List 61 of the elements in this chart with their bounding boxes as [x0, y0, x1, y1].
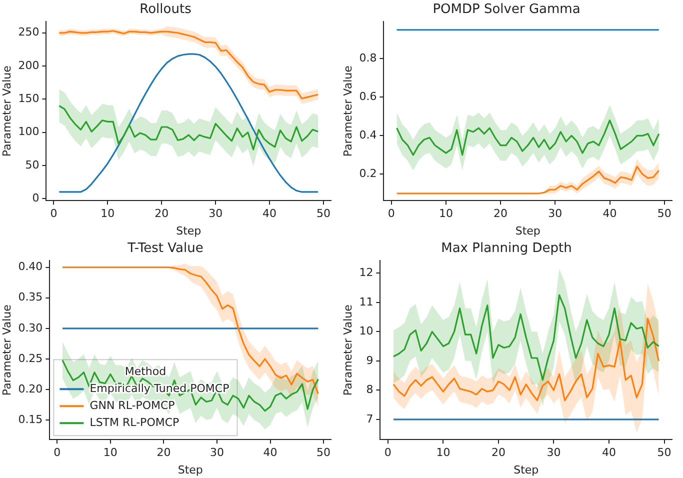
y-tick-label: 0.15: [18, 412, 43, 426]
x-tick-label: 30: [548, 207, 562, 220]
y-tick-label: 9: [366, 354, 374, 367]
x-tick-label: 0: [388, 207, 395, 220]
chart-title: POMDP Solver Gamma: [432, 2, 580, 18]
x-tick-label: 50: [657, 207, 672, 220]
y-tick-label: 150: [18, 92, 40, 106]
y-tick-label: 0.2: [359, 167, 377, 180]
y-tick-label: 10: [359, 324, 374, 338]
y-tick-label: 0.40: [18, 260, 43, 274]
y-tick-label: 200: [18, 58, 40, 72]
x-tick-label: 40: [602, 207, 617, 220]
y-tick-label: 0.8: [359, 52, 377, 65]
x-tick-label: 50: [316, 446, 331, 460]
x-tick-label: 40: [602, 446, 616, 460]
x-tick-label: 30: [546, 446, 561, 460]
x-axis-title: Step: [515, 224, 540, 238]
y-tick-label: 11: [359, 295, 374, 308]
x-tick-label: 20: [156, 446, 171, 460]
x-tick-label: 50: [316, 207, 330, 220]
y-tick-label: 0.6: [359, 90, 377, 104]
y-tick-label: 250: [18, 26, 40, 39]
x-tick-label: 30: [210, 446, 224, 460]
x-tick-label: 20: [494, 207, 508, 220]
chart-title: Rollouts: [140, 2, 192, 18]
y-tick-label: 0.20: [18, 382, 43, 396]
chart-title: T-Test Value: [126, 241, 204, 256]
y-tick-label: 0: [32, 191, 40, 204]
x-axis-title: Step: [176, 224, 202, 238]
y-tick-label: 7: [366, 412, 374, 426]
chart-title: Max Planning Depth: [441, 241, 572, 256]
legend-title: Method: [124, 364, 166, 378]
x-tick-label: 40: [263, 446, 278, 460]
x-axis-title: Step: [514, 463, 539, 476]
y-tick-label: 100: [18, 125, 40, 138]
y-tick-label: 12: [359, 266, 374, 280]
x-tick-label: 20: [491, 446, 506, 460]
x-axis-title: Step: [178, 463, 203, 476]
y-tick-label: 0.4: [359, 128, 377, 142]
y-tick-label: 50: [25, 158, 40, 172]
x-tick-label: 40: [262, 207, 277, 220]
x-tick-label: 10: [100, 207, 115, 220]
x-tick-label: 50: [657, 446, 672, 460]
y-axis-title: Parameter Value: [0, 65, 14, 157]
y-axis-title: Parameter Value: [341, 65, 354, 157]
legend-label: GNN RL-POMCP: [90, 398, 176, 412]
y-tick-label: 0.30: [18, 321, 43, 334]
x-tick-label: 10: [436, 446, 450, 460]
y-tick-label: 8: [366, 383, 374, 396]
x-tick-label: 20: [154, 207, 169, 220]
x-tick-label: 0: [54, 446, 61, 460]
x-tick-label: 0: [384, 446, 392, 460]
x-tick-label: 30: [208, 207, 223, 220]
x-tick-label: 0: [50, 207, 58, 220]
y-axis-title: Parameter Value: [0, 304, 14, 396]
x-tick-label: 10: [103, 446, 118, 460]
y-tick-label: 0.25: [18, 352, 43, 365]
x-tick-label: 10: [438, 207, 453, 220]
y-axis-title: Parameter Value: [341, 304, 354, 396]
legend-label: LSTM RL-POMCP: [90, 416, 180, 429]
y-tick-label: 0.35: [18, 290, 43, 304]
